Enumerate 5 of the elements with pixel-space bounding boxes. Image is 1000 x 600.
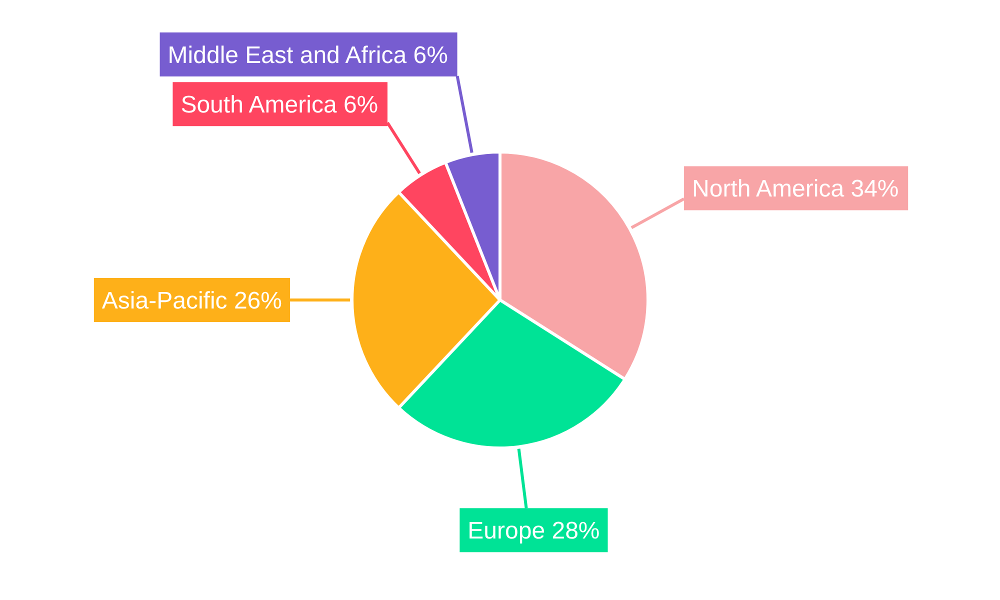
slice-label: Asia-Pacific 26% [102, 287, 282, 314]
slice-label: Middle East and Africa 6% [168, 42, 448, 69]
slice-label: North America 34% [692, 176, 899, 203]
slice-label: Europe 28% [468, 518, 600, 545]
slice-label: South America 6% [180, 92, 378, 119]
